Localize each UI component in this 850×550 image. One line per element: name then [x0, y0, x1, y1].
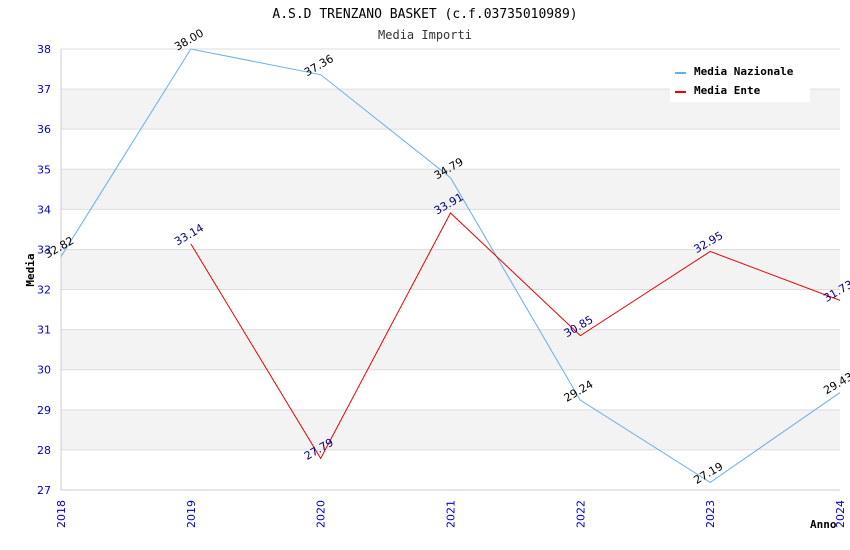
x-tick-label: 2018: [55, 500, 68, 528]
y-tick-label: 33: [37, 243, 51, 256]
legend-label-nazionale: Media Nazionale: [694, 65, 794, 78]
plot-band: [61, 449, 840, 490]
legend-box: [670, 60, 810, 102]
plot-band: [61, 249, 840, 290]
x-tick-label: 2024: [834, 500, 847, 528]
series-lines: [60, 48, 841, 483]
x-tick-label: 2022: [574, 500, 587, 528]
chart-subtitle: Media Importi: [378, 28, 472, 42]
y-tick-label: 38: [37, 43, 51, 56]
x-tick-label: 2023: [704, 500, 717, 528]
y-tick-label: 27: [37, 484, 51, 497]
legend-label-ente: Media Ente: [694, 84, 761, 97]
y-tick-label: 31: [37, 324, 51, 337]
plot-band: [61, 289, 840, 330]
plot-band: [61, 409, 840, 450]
y-tick-label: 29: [37, 404, 51, 417]
plot-band: [61, 129, 840, 170]
x-axis-label: Anno: [810, 518, 837, 531]
plot-band: [61, 369, 840, 410]
y-tick-label: 30: [37, 364, 51, 377]
y-tick-label: 34: [37, 203, 51, 216]
y-tick-label: 36: [37, 123, 51, 136]
chart-title: A.S.D TRENZANO BASKET (c.f.03735010989): [272, 7, 577, 22]
y-axis-label: Media: [24, 253, 37, 286]
y-axis-ticks: 27 28 29 30 31 32 33 34 35 36 37 38: [37, 43, 51, 497]
y-tick-label: 37: [37, 83, 51, 96]
series-line-1: [190, 212, 841, 460]
y-tick-label: 28: [37, 444, 51, 457]
series-line-0: [60, 48, 841, 483]
y-tick-label: 32: [37, 284, 51, 297]
plot-band: [61, 169, 840, 210]
x-axis-ticks: 2018 2019 2020 2021 2022 2023 2024: [55, 500, 847, 528]
plot-bands: [61, 49, 840, 490]
y-tick-label: 35: [37, 163, 51, 176]
plot-band: [61, 209, 840, 250]
x-tick-label: 2019: [185, 500, 198, 528]
legend: Media Nazionale Media Ente: [670, 60, 810, 102]
x-tick-label: 2020: [315, 500, 328, 528]
plot-band: [61, 329, 840, 370]
x-tick-label: 2021: [445, 500, 458, 528]
